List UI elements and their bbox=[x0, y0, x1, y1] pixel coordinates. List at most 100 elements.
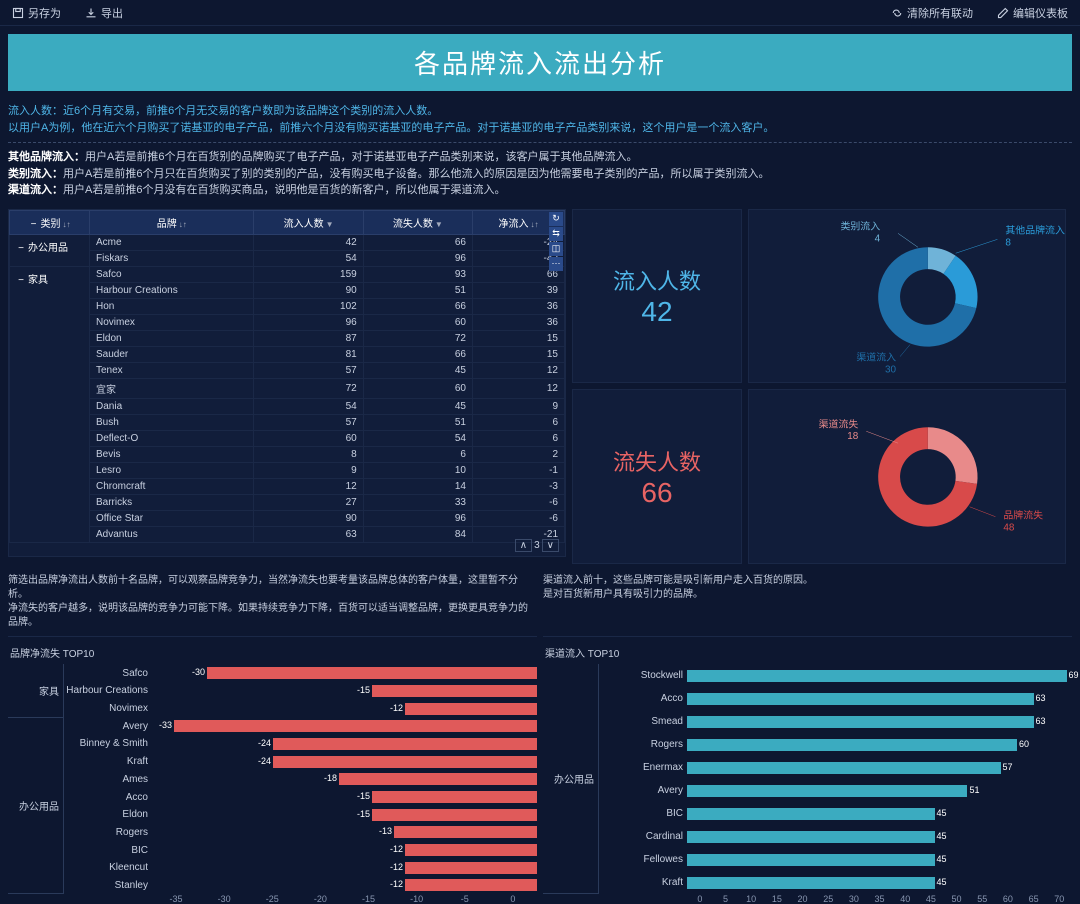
bar-row[interactable]: Rogers-13 bbox=[64, 824, 537, 842]
collapse-icon[interactable]: − bbox=[16, 275, 26, 286]
edit-dashboard-label: 编辑仪表板 bbox=[1013, 5, 1068, 21]
bar-label: BIC bbox=[64, 845, 152, 856]
table-row[interactable]: Office Star9096-6 bbox=[10, 510, 565, 526]
table-row[interactable]: 宜家726012 bbox=[10, 378, 565, 398]
edit-icon bbox=[997, 7, 1009, 19]
clear-icon bbox=[891, 7, 903, 19]
bar-row[interactable]: Safco-30 bbox=[64, 664, 537, 682]
bar-row[interactable]: Kleencut-12 bbox=[64, 859, 537, 877]
table-cell: Hon bbox=[90, 298, 254, 314]
bar-row[interactable]: Novimex-12 bbox=[64, 700, 537, 718]
table-cell: 9 bbox=[472, 398, 564, 414]
table-row[interactable]: Novimex966036 bbox=[10, 314, 565, 330]
table-cell: Acme bbox=[90, 234, 254, 250]
clear-link-button[interactable]: 清除所有联动 bbox=[891, 5, 973, 21]
table-header[interactable]: 流入人数▼ bbox=[254, 210, 363, 234]
bar-row[interactable]: Kraft-24 bbox=[64, 753, 537, 771]
bar-row[interactable]: Avery-33 bbox=[64, 717, 537, 735]
save-as-label: 另存为 bbox=[28, 5, 61, 21]
bar-value: 45 bbox=[937, 831, 947, 841]
bar-row[interactable]: Stanley-12 bbox=[64, 877, 537, 895]
table-row[interactable]: Dania54459 bbox=[10, 398, 565, 414]
bar-row[interactable]: Binney & Smith-24 bbox=[64, 735, 537, 753]
collapse-icon[interactable]: − bbox=[16, 243, 26, 254]
table-cell: 15 bbox=[472, 346, 564, 362]
save-as-button[interactable]: 另存为 bbox=[12, 5, 61, 21]
table-cell: Advantus bbox=[90, 526, 254, 542]
table-cell: 54 bbox=[254, 250, 363, 266]
table-cell: 36 bbox=[472, 314, 564, 330]
table-row[interactable]: Barricks2733-6 bbox=[10, 494, 565, 510]
table-row[interactable]: Harbour Creations905139 bbox=[10, 282, 565, 298]
table-cell: 宜家 bbox=[90, 378, 254, 398]
table-cell: 96 bbox=[363, 510, 472, 526]
bar-value: 45 bbox=[937, 808, 947, 818]
page-up-button[interactable]: ∧ bbox=[515, 539, 532, 552]
bar-row[interactable]: Acco63 bbox=[599, 687, 1072, 710]
bar-row[interactable]: Stockwell69 bbox=[599, 664, 1072, 687]
tool-chart-icon[interactable]: ◫ bbox=[549, 242, 563, 256]
table-row[interactable]: Tenex574512 bbox=[10, 362, 565, 378]
bar-label: Avery bbox=[599, 785, 687, 796]
table-cell: 33 bbox=[363, 494, 472, 510]
table-cell: 12 bbox=[254, 478, 363, 494]
export-button[interactable]: 导出 bbox=[85, 5, 123, 21]
table-header[interactable]: −类别↓↑ bbox=[10, 210, 90, 234]
bar-category-label: 家具 bbox=[8, 664, 63, 718]
table-header[interactable]: 流失人数▼ bbox=[363, 210, 472, 234]
bar-row[interactable]: Kraft45 bbox=[599, 871, 1072, 894]
bar-row[interactable]: Enermax57 bbox=[599, 756, 1072, 779]
bar-value: 63 bbox=[1036, 716, 1046, 726]
bar-row[interactable]: Acco-15 bbox=[64, 788, 537, 806]
bar-row[interactable]: Eldon-15 bbox=[64, 806, 537, 824]
table-row[interactable]: Sauder816615 bbox=[10, 346, 565, 362]
donut-label: 其他品牌流入8 bbox=[1005, 223, 1065, 248]
table-cell: 60 bbox=[254, 430, 363, 446]
table-row[interactable]: −家具Safco1599366 bbox=[10, 266, 565, 282]
tool-more-icon[interactable]: ⋯ bbox=[549, 257, 563, 271]
table-row[interactable]: −办公用品Acme4266-24 bbox=[10, 234, 565, 250]
table-row[interactable]: Bevis862 bbox=[10, 446, 565, 462]
category-cell: −办公用品 bbox=[10, 234, 90, 266]
bar-row[interactable]: Ames-18 bbox=[64, 770, 537, 788]
table-cell: 51 bbox=[363, 414, 472, 430]
kpi-inflow: 流入人数 42 bbox=[572, 209, 742, 384]
collapse-all-icon[interactable]: − bbox=[29, 219, 39, 230]
bar-value: -12 bbox=[390, 844, 403, 854]
bar-row[interactable]: BIC45 bbox=[599, 802, 1072, 825]
bar-value: -15 bbox=[357, 791, 370, 801]
bar-row[interactable]: Rogers60 bbox=[599, 733, 1072, 756]
bar-row[interactable]: BIC -12 bbox=[64, 841, 537, 859]
table-cell: 27 bbox=[254, 494, 363, 510]
bar-row[interactable]: Fellowes45 bbox=[599, 848, 1072, 871]
bar-value: 45 bbox=[937, 877, 947, 887]
description-block: 流入人数：近6个月有交易，前推6个月无交易的客户数即为该品牌这个类别的流入人数。… bbox=[8, 99, 1072, 203]
table-cell: Deflect-O bbox=[90, 430, 254, 446]
table-cell: 60 bbox=[363, 314, 472, 330]
tool-link-icon[interactable]: ⇆ bbox=[549, 227, 563, 241]
edit-dashboard-button[interactable]: 编辑仪表板 bbox=[997, 5, 1068, 21]
bar-row[interactable]: Avery51 bbox=[599, 779, 1072, 802]
table-cell: 60 bbox=[363, 378, 472, 398]
page-title: 各品牌流入流出分析 bbox=[8, 34, 1072, 91]
table-row[interactable]: Fiskars5496-42 bbox=[10, 250, 565, 266]
table-cell: -3 bbox=[472, 478, 564, 494]
page-number: 3 bbox=[534, 540, 540, 551]
table-row[interactable]: Chromcraft1214-3 bbox=[10, 478, 565, 494]
page-down-button[interactable]: ∨ bbox=[542, 539, 559, 552]
bar-row[interactable]: Smead63 bbox=[599, 710, 1072, 733]
tool-refresh-icon[interactable]: ↻ bbox=[549, 212, 563, 226]
donut-segment[interactable] bbox=[928, 428, 978, 485]
bar-label: Rogers bbox=[64, 827, 152, 838]
table-row[interactable]: Bush57516 bbox=[10, 414, 565, 430]
bar-row[interactable]: Cardinal45 bbox=[599, 825, 1072, 848]
table-row[interactable]: Lesro910-1 bbox=[10, 462, 565, 478]
table-header[interactable]: 品牌↓↑ bbox=[90, 210, 254, 234]
table-row[interactable]: Advantus6384-21 bbox=[10, 526, 565, 542]
table-row[interactable]: Hon1026636 bbox=[10, 298, 565, 314]
table-row[interactable]: Deflect-O60546 bbox=[10, 430, 565, 446]
bar-right-title: 渠道流入 TOP10 bbox=[543, 641, 1072, 664]
bar-row[interactable]: Harbour Creations-15 bbox=[64, 682, 537, 700]
bar-label: Novimex bbox=[64, 703, 152, 714]
table-row[interactable]: Eldon877215 bbox=[10, 330, 565, 346]
